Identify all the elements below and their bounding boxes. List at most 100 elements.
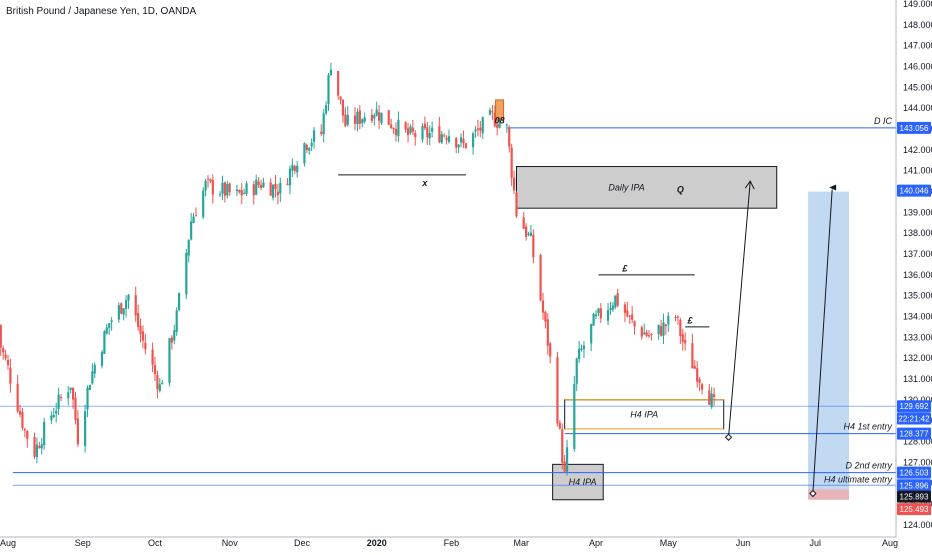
candle-body	[202, 190, 205, 218]
y-tick-label: 139.000	[903, 207, 932, 217]
candle-body	[69, 387, 72, 390]
y-tick-label: 138.000	[903, 228, 932, 238]
price-label-bg	[897, 412, 931, 425]
price-label: 143.056	[900, 124, 929, 133]
candle-body	[158, 384, 161, 391]
candle-body	[286, 183, 289, 185]
ipa-zone[interactable]	[515, 166, 778, 209]
candle-body	[488, 110, 492, 115]
candle-body	[406, 128, 410, 136]
candle-body	[356, 111, 359, 125]
candle-body	[512, 177, 516, 191]
candle-body	[693, 366, 696, 369]
trade-arrow[interactable]	[728, 181, 751, 438]
candle-body	[337, 70, 340, 96]
zone-label: H4 IPA	[630, 409, 658, 419]
annotation-glyph: 08	[495, 116, 505, 126]
candle-body	[139, 325, 142, 334]
candle-body	[549, 343, 552, 357]
candle-body	[185, 252, 188, 295]
candle-body	[88, 385, 92, 391]
candle-body	[108, 323, 111, 328]
price-label: 125.893	[900, 493, 929, 502]
x-tick-label: Jun	[736, 538, 751, 548]
candle-body	[324, 105, 328, 114]
candle-body	[52, 414, 55, 417]
candle-body	[276, 191, 280, 195]
candle-body	[387, 110, 390, 125]
candle-body	[303, 143, 306, 164]
candle-body	[510, 147, 513, 178]
candle-body	[664, 324, 667, 327]
candle-body	[662, 322, 665, 336]
candle-body	[541, 300, 545, 313]
candle-body	[493, 112, 496, 127]
candle-body	[35, 444, 39, 458]
flag-icon	[829, 184, 837, 191]
x-tick-label: Nov	[222, 538, 239, 548]
candle-body	[209, 179, 212, 182]
candle-body	[674, 317, 677, 319]
y-tick-label: 130.000	[903, 395, 932, 405]
candle-body	[508, 127, 511, 147]
candle-body	[578, 348, 581, 359]
candle-body	[363, 117, 366, 122]
candle-body	[259, 185, 263, 189]
candle-body	[421, 126, 424, 140]
candle-body	[274, 183, 277, 190]
candle-body	[457, 144, 460, 148]
candle-body	[700, 384, 704, 390]
candle-body	[339, 96, 342, 100]
price-label: 125.896	[900, 481, 929, 490]
candle-body	[394, 128, 398, 136]
candle-body	[353, 115, 357, 124]
event-tag[interactable]	[495, 99, 505, 121]
y-tick-label: 124.000	[903, 520, 932, 530]
candle-body	[440, 134, 443, 143]
candle-body	[498, 123, 501, 128]
candle-body	[91, 371, 94, 384]
candle-body	[691, 343, 694, 369]
projection-zone[interactable]	[808, 191, 850, 494]
candle-body	[414, 133, 417, 138]
price-label-bg	[897, 400, 931, 413]
candle-body	[623, 304, 627, 313]
candle-body	[532, 234, 535, 258]
candle-body	[455, 137, 458, 148]
candle-body	[134, 295, 137, 316]
candle-body	[190, 221, 193, 240]
candle-body	[590, 324, 593, 344]
candle-body	[296, 165, 299, 173]
price-label: 140.046	[900, 187, 929, 196]
candle-body	[21, 412, 24, 429]
candle-body	[346, 114, 349, 125]
price-label: 125.493	[900, 505, 929, 514]
candle-body	[525, 226, 528, 237]
price-label-bg	[897, 466, 931, 479]
candle-body	[696, 368, 699, 382]
candle-body	[26, 430, 29, 440]
price-label-bg	[897, 479, 931, 492]
price-axis-panel	[896, 0, 932, 550]
candle-body	[515, 192, 518, 217]
ipa-zone[interactable]	[552, 463, 604, 501]
entry-marker	[724, 433, 733, 441]
candle-body	[443, 135, 446, 137]
candle-body	[122, 308, 125, 315]
x-tick-label: Oct	[148, 538, 163, 548]
stop-zone[interactable]	[808, 489, 850, 500]
candle-body	[240, 190, 243, 196]
candle-body	[194, 215, 198, 217]
y-tick-label: 136.000	[903, 270, 932, 280]
candle-body	[459, 137, 463, 143]
candle-body	[55, 410, 58, 414]
candle-body	[238, 190, 241, 193]
trade-arrow[interactable]	[812, 189, 833, 494]
candle-body	[698, 379, 701, 383]
candle-body	[255, 179, 258, 195]
x-tick-label: Dec	[294, 538, 311, 548]
candle-body	[676, 316, 680, 318]
candle-body	[370, 114, 373, 121]
candle-body	[708, 390, 711, 405]
